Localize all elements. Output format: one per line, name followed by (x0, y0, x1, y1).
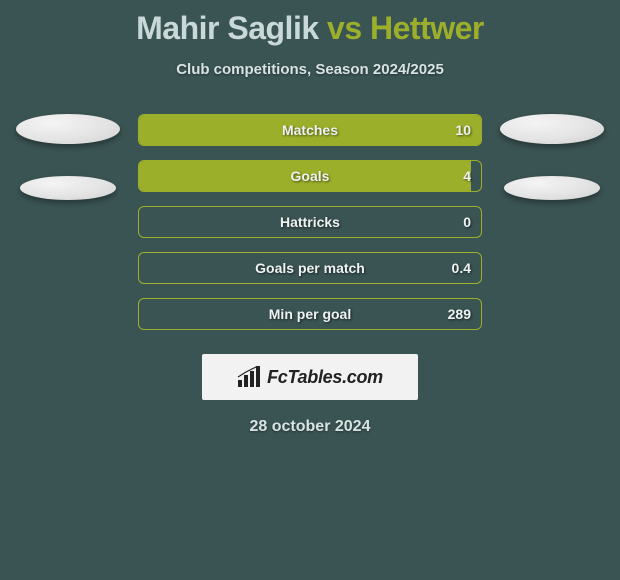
stat-bar: Goals per match 0.4 (138, 252, 482, 284)
stat-bar-label: Goals (291, 168, 330, 184)
vs-text: vs (327, 10, 362, 46)
stat-bar-value: 4 (463, 168, 471, 184)
subtitle: Club competitions, Season 2024/2025 (0, 61, 620, 78)
stat-bar: Matches 10 (138, 114, 482, 146)
content-row: Matches 10 Goals 4 Hattricks 0 Goals per match… (0, 114, 620, 330)
player1-name: Mahir Saglik (136, 10, 319, 46)
stat-bar: Min per goal 289 (138, 298, 482, 330)
logo-box: FcTables.com (202, 354, 418, 400)
bars-icon (237, 366, 263, 388)
avatar-placeholder (20, 176, 116, 200)
date-text: 28 october 2024 (0, 418, 620, 436)
logo-text: FcTables.com (267, 367, 383, 388)
stat-bar-value: 0 (463, 214, 471, 230)
avatar-column-left (16, 114, 120, 200)
avatar-placeholder (504, 176, 600, 200)
stat-bar-label: Hattricks (280, 214, 340, 230)
stat-bar: Hattricks 0 (138, 206, 482, 238)
stat-bar-value: 289 (448, 306, 471, 322)
stat-bars: Matches 10 Goals 4 Hattricks 0 Goals per match… (138, 114, 482, 330)
stat-bar-value: 10 (455, 122, 471, 138)
stat-bar-label: Matches (282, 122, 338, 138)
comparison-title: Mahir Saglik vs Hettwer (0, 0, 620, 47)
avatar-placeholder (500, 114, 604, 144)
avatar-column-right (500, 114, 604, 200)
stat-bar-label: Min per goal (269, 306, 351, 322)
stat-bar-value: 0.4 (452, 260, 471, 276)
stat-bar: Goals 4 (138, 160, 482, 192)
stat-bar-label: Goals per match (255, 260, 365, 276)
avatar-placeholder (16, 114, 120, 144)
player2-name: Hettwer (370, 10, 484, 46)
